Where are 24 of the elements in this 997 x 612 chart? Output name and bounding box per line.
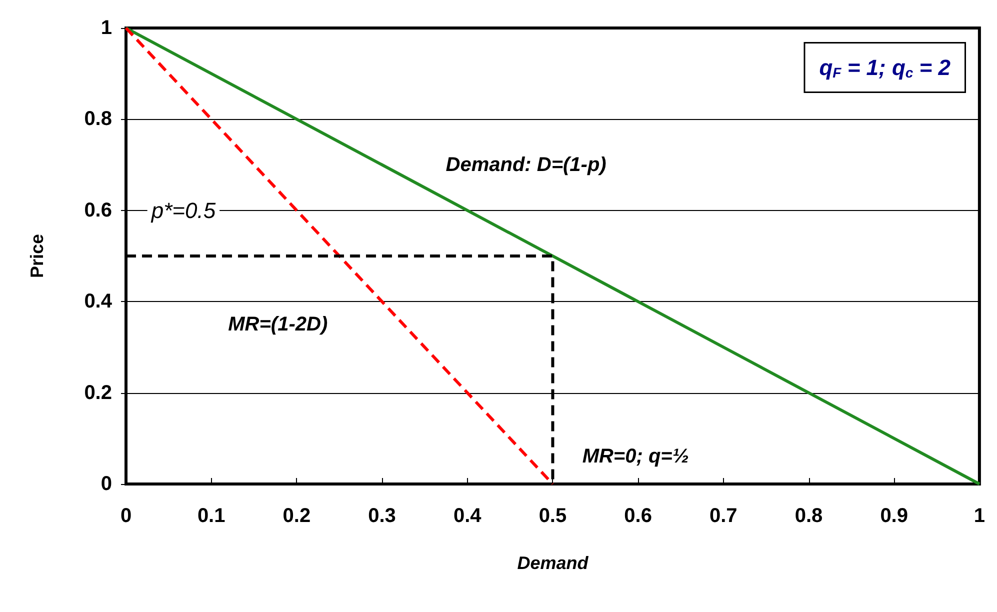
x-axis-title: Demand	[517, 553, 590, 573]
x-tick-label: 0.8	[794, 505, 823, 527]
annotation: qF = 1; qc = 2	[819, 55, 952, 80]
x-tick-label: 0.1	[197, 505, 226, 527]
x-tick-label: 0.6	[624, 505, 652, 527]
y-tick-label: 0	[100, 473, 112, 495]
annotation: MR=(1-2D)	[228, 313, 328, 336]
x-tick-label: 0.7	[710, 505, 738, 527]
y-tick-label: 0.2	[84, 382, 112, 404]
y-tick-label: 1	[100, 17, 112, 39]
annotation: p*=0.5	[150, 198, 216, 223]
x-tick-label: 0.4	[453, 505, 482, 527]
x-tick-label: 1	[974, 505, 985, 527]
annotation: Demand: D=(1-p)	[446, 154, 607, 176]
y-tick-label: 0.6	[84, 199, 112, 222]
y-axis-title: Price	[27, 234, 47, 278]
x-tick-label: 0.3	[368, 505, 396, 527]
x-tick-label: 0.2	[282, 505, 311, 527]
annotation: MR=0; q=½	[582, 446, 690, 468]
y-tick-label: 0.4	[84, 290, 113, 313]
x-tick-label: 0.9	[880, 505, 908, 527]
x-tick-label: 0.5	[538, 505, 567, 527]
y-tick-label: 0.8	[84, 108, 112, 130]
x-tick-label: 0	[120, 505, 132, 527]
